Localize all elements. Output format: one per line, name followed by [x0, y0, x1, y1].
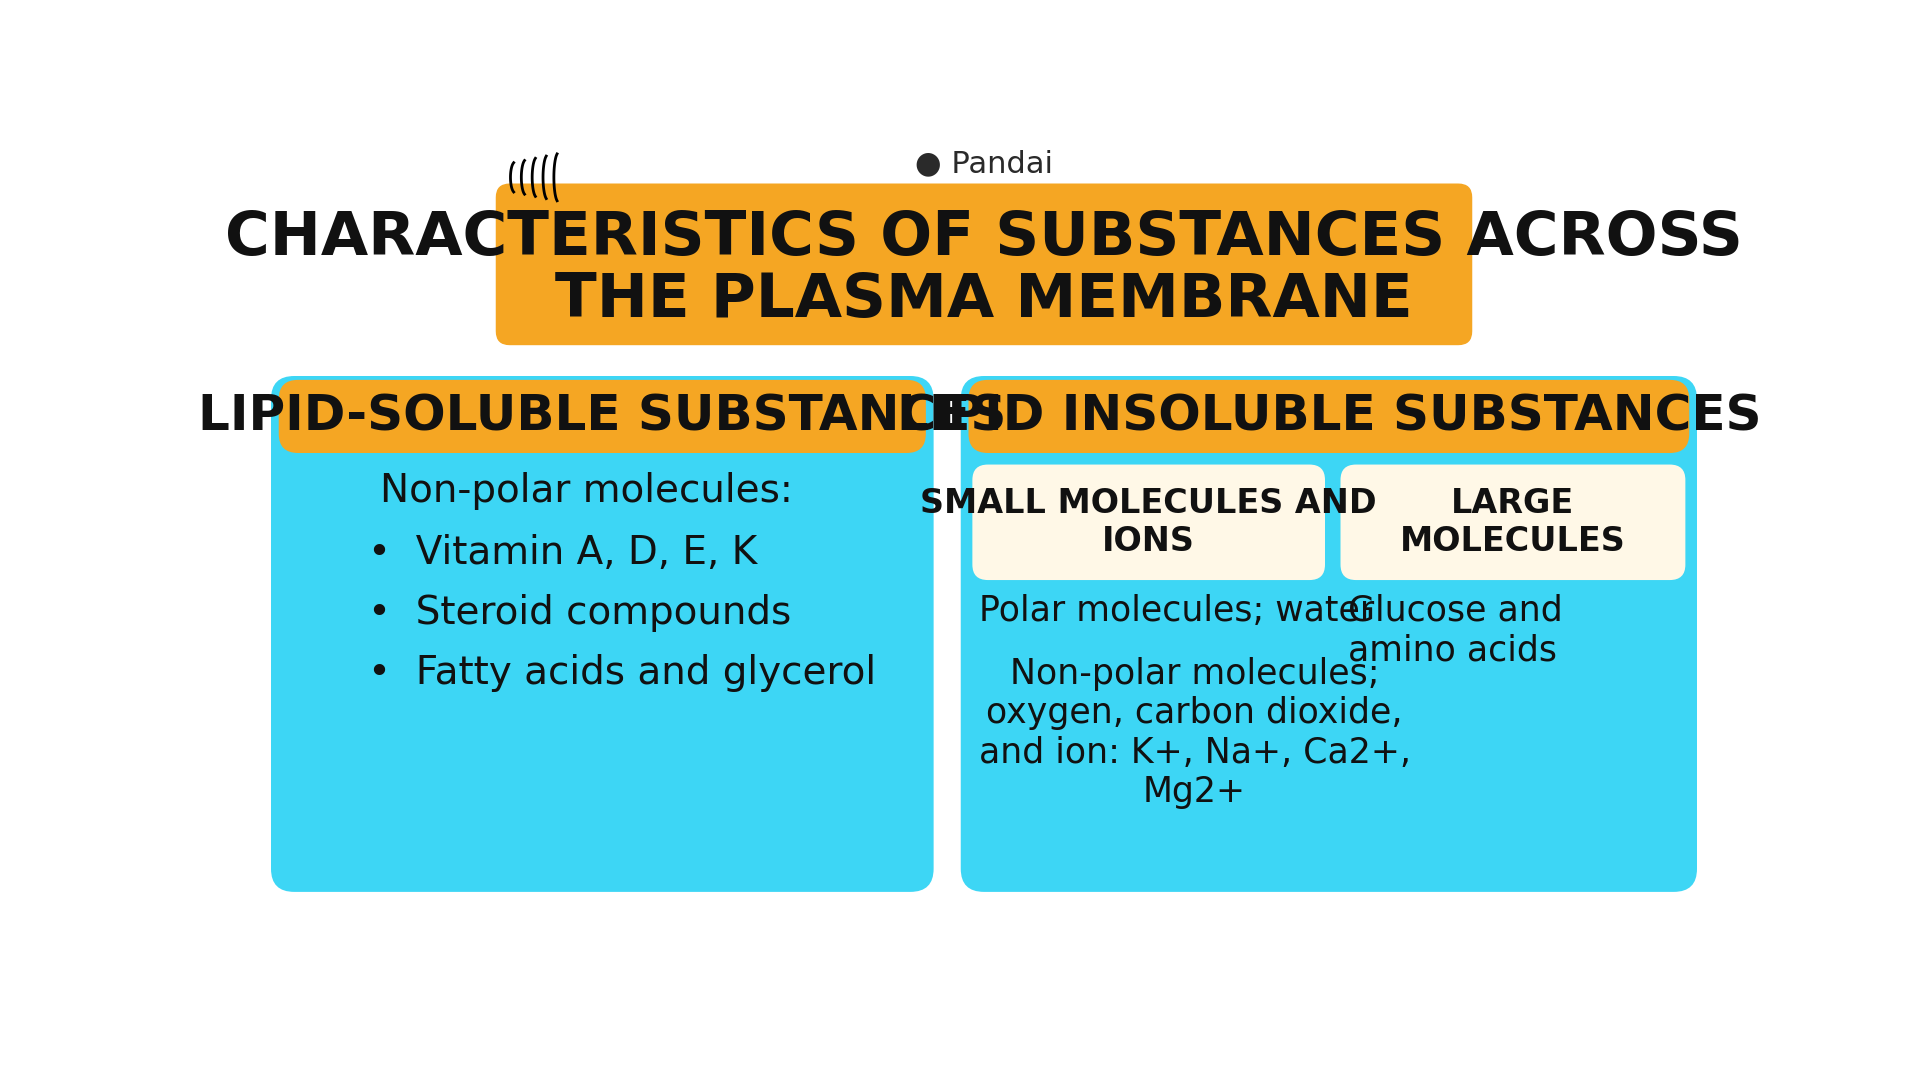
Text: •  Steroid compounds: • Steroid compounds	[369, 594, 791, 632]
Text: CHARACTERISTICS OF SUBSTANCES ACROSS: CHARACTERISTICS OF SUBSTANCES ACROSS	[225, 210, 1743, 269]
FancyBboxPatch shape	[960, 376, 1697, 892]
Text: Non-polar molecules;
oxygen, carbon dioxide,
and ion: K+, Na+, Ca2+,
Mg2+: Non-polar molecules; oxygen, carbon diox…	[979, 657, 1411, 809]
FancyBboxPatch shape	[968, 380, 1690, 453]
FancyBboxPatch shape	[972, 464, 1325, 580]
Text: SMALL MOLECULES AND
IONS: SMALL MOLECULES AND IONS	[920, 487, 1377, 558]
Text: LARGE
MOLECULES: LARGE MOLECULES	[1400, 487, 1626, 558]
Text: ● Pandai: ● Pandai	[916, 150, 1052, 179]
Text: LIPID INSOLUBLE SUBSTANCES: LIPID INSOLUBLE SUBSTANCES	[897, 392, 1761, 441]
Text: Glucose and
amino acids: Glucose and amino acids	[1348, 594, 1563, 667]
FancyBboxPatch shape	[1340, 464, 1686, 580]
FancyBboxPatch shape	[495, 184, 1473, 346]
FancyBboxPatch shape	[278, 380, 925, 453]
Text: LIPID-SOLUBLE SUBSTANCES: LIPID-SOLUBLE SUBSTANCES	[198, 392, 1006, 441]
Text: •  Vitamin A, D, E, K: • Vitamin A, D, E, K	[369, 535, 756, 572]
Text: THE PLASMA MEMBRANE: THE PLASMA MEMBRANE	[555, 271, 1413, 330]
Text: •  Fatty acids and glycerol: • Fatty acids and glycerol	[369, 654, 876, 692]
Text: Polar molecules; water: Polar molecules; water	[979, 594, 1375, 627]
FancyBboxPatch shape	[271, 376, 933, 892]
Text: Non-polar molecules:: Non-polar molecules:	[380, 473, 793, 511]
